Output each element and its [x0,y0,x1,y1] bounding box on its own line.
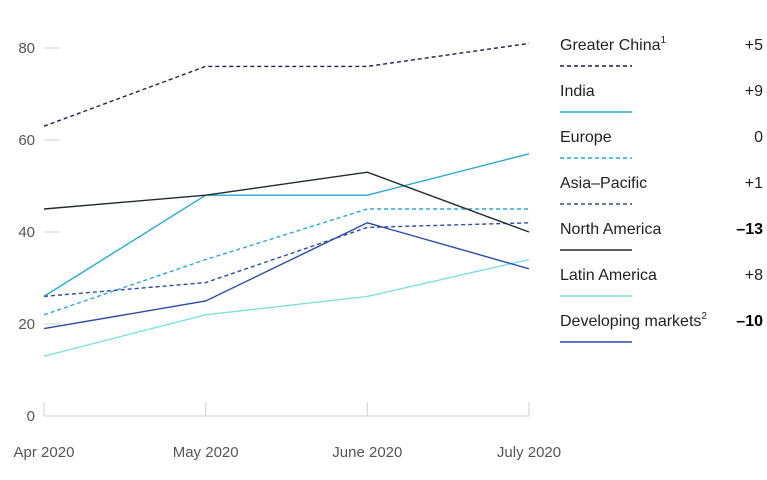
y-tick-label: 20 [18,316,35,333]
legend-label-text: India [560,83,595,100]
legend-label: Europe [560,129,612,146]
legend-footnote-marker: 1 [661,35,667,46]
legend-label-text: North America [560,221,661,238]
legend-change-value: +8 [745,267,763,284]
legend-label-text: Asia–Pacific [560,175,647,192]
x-tick-label: Apr 2020 [14,444,75,461]
legend-footnote-marker: 2 [701,311,707,322]
series-line-latin-america [43,258,530,357]
chart-series-lines [43,42,530,357]
legend-change-value: –13 [736,221,763,238]
y-tick-label: 80 [18,40,35,57]
series-line-asia-pacific [43,222,530,298]
legend-label: Latin America [560,267,657,284]
legend-label-text: Developing markets [560,313,701,330]
series-line-greater-china [43,42,530,127]
y-tick-label: 40 [18,224,35,241]
legend-label: Asia–Pacific [560,175,647,192]
series-line-india [43,153,530,297]
legend-label: North America [560,221,661,238]
chart-axes: 0 20 40 60 80 Apr 2020 May 2020 June 2020 July 2… [14,40,562,461]
legend-change-value: +1 [745,175,763,192]
chart-legend: Greater China1 +5 India +9 Europe 0 Asia–Pacif… [560,35,763,343]
legend-label: Developing markets2 [560,311,707,330]
y-tick-label: 0 [27,408,35,425]
y-tick-label: 60 [18,132,35,149]
x-tick-label: July 2020 [497,444,561,461]
legend-label-text: Latin America [560,267,657,284]
legend-change-value: +9 [745,83,763,100]
series-line-developing-markets [43,222,530,330]
legend-change-value: +5 [745,37,763,54]
legend-change-value: –10 [736,313,763,330]
series-line-europe [43,208,529,316]
legend-label: Greater China1 [560,35,667,54]
x-tick-label: May 2020 [173,444,239,461]
legend-change-value: 0 [754,129,763,146]
legend-label-text: Europe [560,129,612,146]
x-tick-label: June 2020 [332,444,402,461]
legend-label-text: Greater China [560,37,661,54]
legend-label: India [560,83,595,100]
series-line-north-america [43,171,530,233]
